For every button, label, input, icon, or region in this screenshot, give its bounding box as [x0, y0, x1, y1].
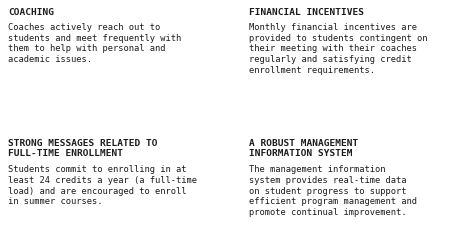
Text: Coaches actively reach out to
students and meet frequently with
them to help wit: Coaches actively reach out to students a… — [8, 23, 181, 64]
Text: A ROBUST MANAGEMENT
INFORMATION SYSTEM: A ROBUST MANAGEMENT INFORMATION SYSTEM — [249, 138, 358, 157]
Text: Monthly financial incentives are
provided to students contingent on
their meetin: Monthly financial incentives are provide… — [249, 23, 428, 75]
Text: COACHING: COACHING — [8, 8, 54, 17]
Text: The management information
system provides real-time data
on student progress to: The management information system provid… — [249, 165, 417, 216]
Text: FINANCIAL INCENTIVES: FINANCIAL INCENTIVES — [249, 8, 364, 17]
Text: STRONG MESSAGES RELATED TO
FULL-TIME ENROLLMENT: STRONG MESSAGES RELATED TO FULL-TIME ENR… — [8, 138, 157, 157]
Text: Students commit to enrolling in at
least 24 credits a year (a full-time
load) an: Students commit to enrolling in at least… — [8, 165, 197, 206]
